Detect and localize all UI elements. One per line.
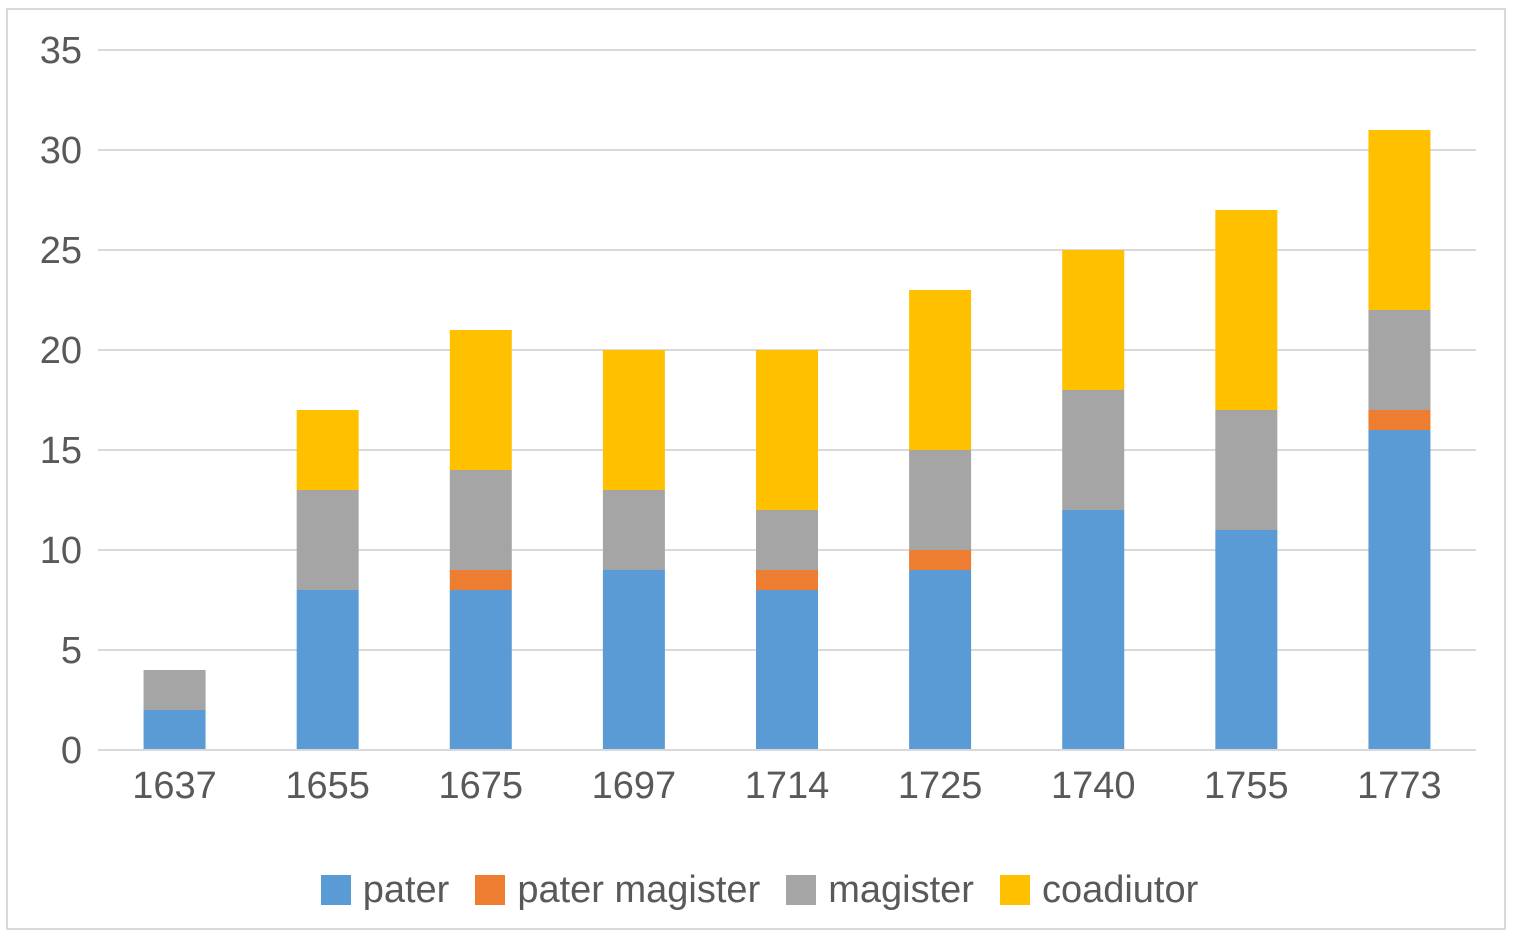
x-tick-label: 1697: [592, 765, 677, 807]
y-tick-label: 5: [61, 630, 82, 672]
legend-item: pater magister: [475, 869, 760, 912]
legend-label: pater magister: [517, 868, 761, 911]
bar-coadiutor-1773: [1368, 130, 1431, 310]
legend-label: magister: [828, 868, 974, 911]
bar-magister-1773: [1368, 310, 1431, 410]
legend-label: coadiutor: [1041, 868, 1199, 911]
x-tick-label: 1773: [1357, 765, 1442, 807]
bar-pater-1773: [1368, 430, 1431, 750]
y-axis: 0 5 10 15 20 25 30 35: [40, 30, 82, 772]
bar-pater-1637: [143, 710, 206, 750]
y-tick-label: 35: [40, 30, 82, 72]
bar-pater-magister-1725: [909, 550, 972, 570]
bar-coadiutor-1697: [602, 350, 665, 490]
legend: pater pater magister magister coadiutor: [0, 862, 1519, 918]
x-tick-label: 1637: [132, 765, 217, 807]
bar-coadiutor-1755: [1215, 210, 1278, 410]
legend-swatch: [320, 875, 351, 905]
x-tick-label: 1740: [1051, 765, 1136, 807]
bar-stack-1714: [756, 350, 818, 750]
x-tick-label: 1755: [1204, 765, 1289, 807]
bar-stack-1725: [909, 290, 972, 750]
bar-stack-1655: [296, 410, 359, 750]
bar-pater-magister-1714: [756, 570, 818, 590]
x-tick-label: 1675: [439, 765, 524, 807]
legend-swatch: [999, 875, 1030, 905]
bar-stack-1637: [143, 670, 206, 750]
legend-item: pater: [320, 868, 450, 912]
bar-magister-1655: [296, 490, 359, 590]
bar-coadiutor-1740: [1062, 250, 1125, 390]
bar-pater-1725: [909, 570, 972, 750]
legend-swatch: [786, 875, 817, 905]
y-tick-label: 25: [40, 230, 82, 272]
bar-stack-1740: [1062, 250, 1125, 750]
bar-pater-1740: [1062, 510, 1125, 750]
y-tick-label: 15: [40, 430, 82, 472]
bars: [143, 130, 1431, 750]
bar-magister-1675: [449, 470, 512, 570]
bar-pater-magister-1675: [449, 570, 512, 590]
bar-magister-1725: [909, 450, 972, 550]
y-tick-label: 20: [40, 330, 82, 372]
bar-magister-1637: [143, 670, 206, 710]
x-axis: 1637 1655 1675 1697 1714 1725 1740 1755 1773: [98, 749, 1476, 807]
bar-pater-1697: [602, 570, 665, 750]
bar-magister-1714: [756, 510, 818, 570]
bar-coadiutor-1725: [909, 290, 972, 450]
legend-item: magister: [786, 869, 974, 912]
x-tick-label: 1714: [745, 765, 830, 807]
y-tick-label: 30: [40, 130, 82, 172]
x-tick-label: 1655: [285, 765, 370, 807]
bar-coadiutor-1675: [449, 330, 512, 470]
bar-pater-magister-1773: [1368, 410, 1431, 430]
x-tick-label: 1725: [898, 765, 983, 807]
bar-stack-1773: [1368, 130, 1431, 750]
legend-label: pater: [362, 868, 450, 911]
bar-magister-1697: [602, 490, 665, 570]
bar-magister-1740: [1062, 390, 1125, 510]
legend-swatch: [475, 875, 506, 905]
bar-pater-1714: [756, 590, 818, 750]
bar-stack-1697: [602, 350, 665, 750]
bar-coadiutor-1655: [296, 410, 359, 490]
bar-coadiutor-1714: [756, 350, 818, 510]
legend-item: coadiutor: [999, 868, 1199, 912]
bar-stack-1675: [449, 330, 512, 750]
bar-stack-1755: [1215, 210, 1278, 750]
bar-pater-1675: [449, 590, 512, 750]
y-tick-label: 10: [40, 530, 82, 572]
y-tick-label: 0: [61, 730, 82, 772]
bar-pater-1655: [296, 590, 359, 750]
bar-pater-1755: [1215, 530, 1278, 750]
bar-magister-1755: [1215, 410, 1278, 530]
